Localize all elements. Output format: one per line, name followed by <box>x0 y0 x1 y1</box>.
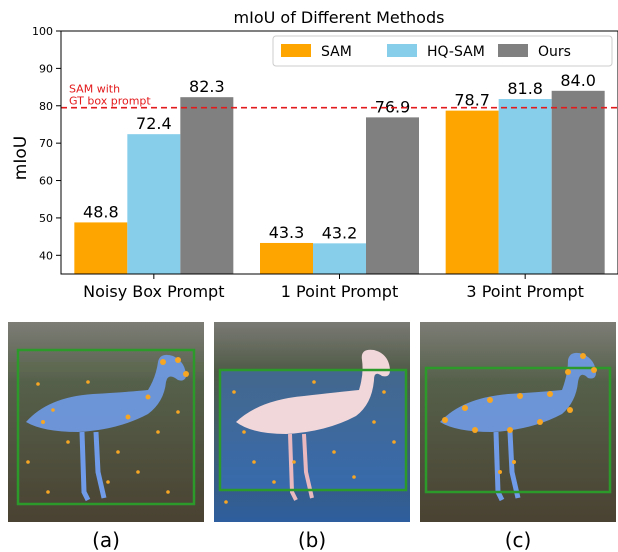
y-tick-label: 60 <box>39 175 53 188</box>
panel-a-caption: (a) <box>92 528 120 552</box>
panel-c-caption: (c) <box>504 528 532 552</box>
bar-value-label: 43.3 <box>269 223 305 242</box>
x-tick-label: 1 Point Prompt <box>281 282 398 301</box>
bar-value-label: 81.8 <box>507 79 543 98</box>
y-tick-label: 50 <box>39 212 53 225</box>
bar-chart: mIoU of Different Methods mIoU 40 50 60 70 8… <box>11 8 618 301</box>
legend: SAM HQ-SAM Ours <box>272 35 613 67</box>
bar-sam-2 <box>260 242 313 274</box>
bar-sam-3 <box>445 110 499 274</box>
bar-value-label: 78.7 <box>454 91 490 110</box>
x-tick-label: Noisy Box Prompt <box>83 282 224 301</box>
bar-ours-3 <box>551 90 605 274</box>
bar-hq-sam-1 <box>127 134 181 274</box>
bar-hq-sam-2 <box>313 243 366 274</box>
reference-label-line1: SAM with <box>69 83 120 96</box>
y-tick-label: 40 <box>39 249 53 262</box>
x-tick-label: 3 Point Prompt <box>466 282 583 301</box>
bar-ours-1 <box>180 97 234 274</box>
legend-swatch-ours <box>498 44 528 57</box>
y-tick-label: 90 <box>39 62 53 75</box>
bar-ours-2 <box>366 117 419 274</box>
reference-label-line2: GT box prompt <box>69 95 151 108</box>
legend-label-ours: Ours <box>538 44 571 60</box>
y-tick-label: 80 <box>39 100 53 113</box>
bar-hq-sam-3 <box>498 99 552 274</box>
legend-swatch-hq-sam <box>387 44 417 57</box>
y-axis-label: mIoU <box>11 136 31 180</box>
legend-box <box>272 35 613 67</box>
bar-value-label: 43.2 <box>322 223 358 242</box>
panel-b-image <box>214 322 410 522</box>
panel-c-image <box>420 322 616 522</box>
plot-frame <box>60 30 618 275</box>
panel-b-caption: (b) <box>297 528 327 552</box>
y-tick-label: 70 <box>39 137 53 150</box>
bar-sam-1 <box>74 222 128 274</box>
chart-title: mIoU of Different Methods <box>234 8 445 27</box>
bar-value-label: 72.4 <box>136 114 172 133</box>
bar-value-label: 48.8 <box>83 202 119 221</box>
legend-label-hq-sam: HQ-SAM <box>427 44 485 60</box>
panel-a-image <box>8 322 204 522</box>
bar-value-label: 84.0 <box>560 71 596 90</box>
legend-label-sam: SAM <box>321 44 352 60</box>
y-tick-label: 100 <box>32 25 53 38</box>
bar-value-label: 82.3 <box>189 77 225 96</box>
legend-swatch-sam <box>281 44 311 57</box>
